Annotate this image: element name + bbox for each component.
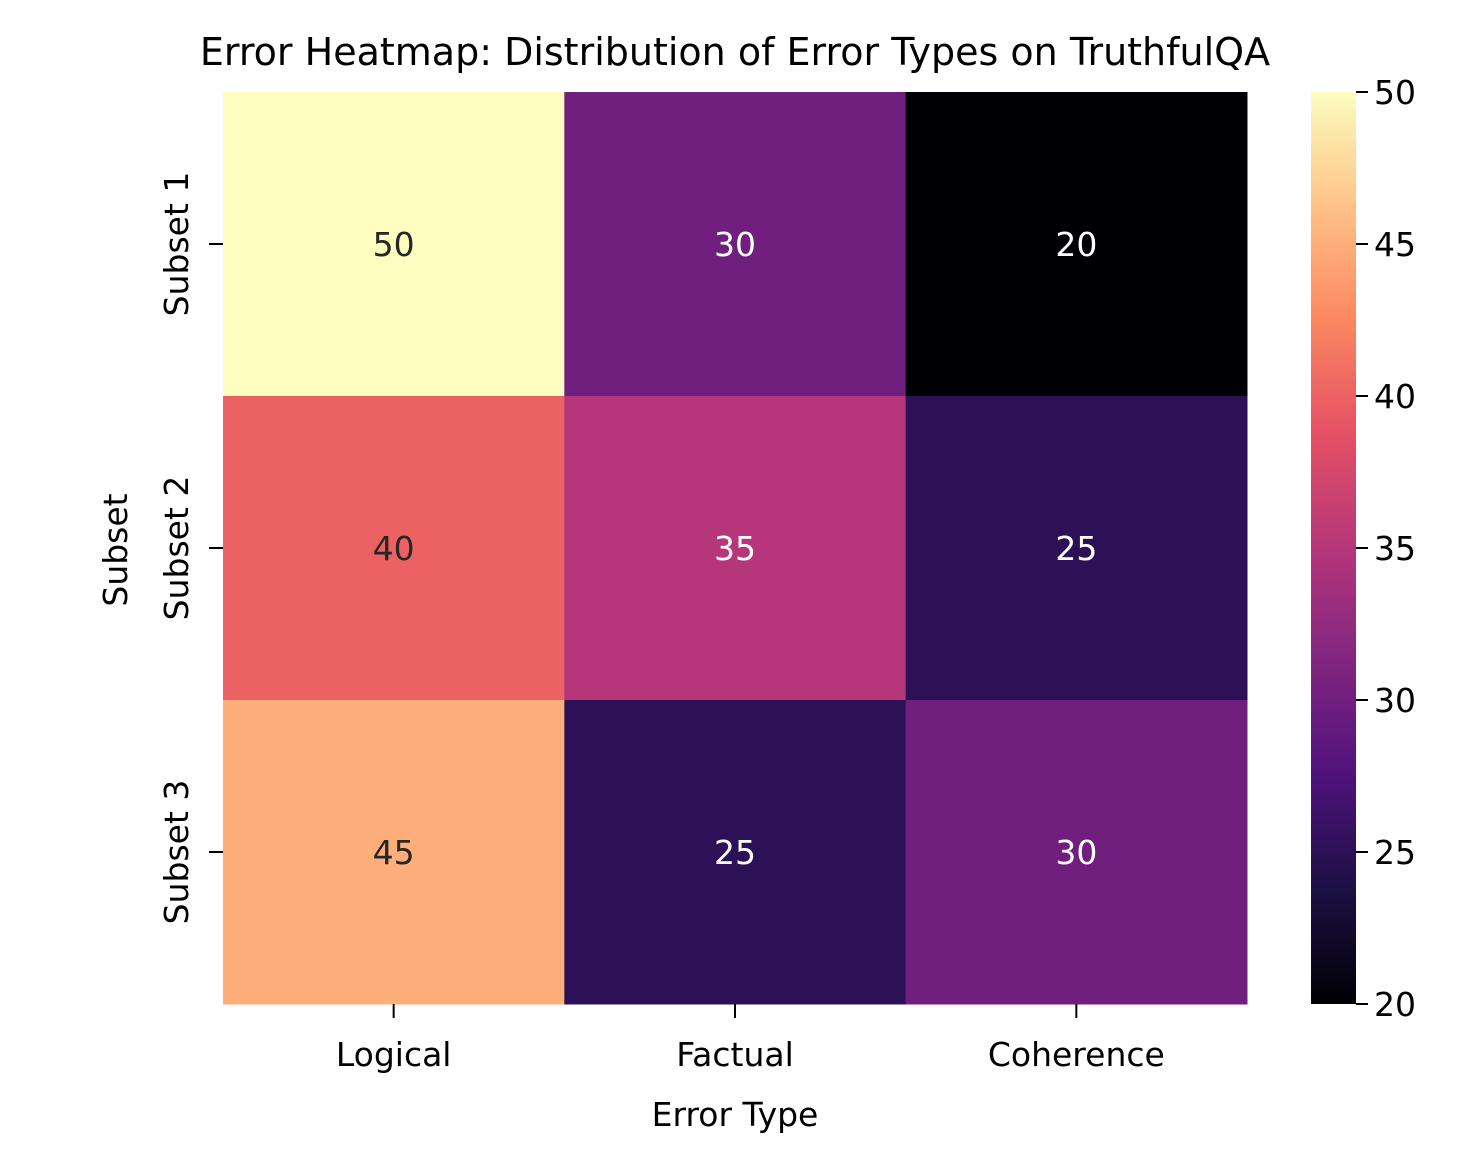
cell-value-label: 30 (714, 225, 756, 264)
heatmap-cell (564, 92, 907, 397)
y-axis-ticks: Subset 1 Subset 2 Subset 3 (157, 172, 223, 925)
heatmap-cell (223, 700, 565, 1005)
colorbar-tick-label: 30 (1374, 681, 1416, 720)
x-axis-label: Error Type (652, 1095, 819, 1134)
cell-value-label: 35 (714, 529, 756, 568)
chart-title: Error Heatmap: Distribution of Error Typ… (200, 30, 1270, 74)
cell-value-label: 25 (714, 833, 756, 872)
heatmap-cell (564, 396, 907, 701)
colorbar-ticks: 20 25 30 35 40 45 50 (1356, 73, 1416, 1024)
cell-value-label: 40 (373, 529, 415, 568)
colorbar-tick-label: 40 (1374, 377, 1416, 416)
cell-value-label: 20 (1055, 225, 1097, 264)
heatmap-cell (223, 396, 565, 701)
x-tick-label: Coherence (988, 1035, 1165, 1074)
colorbar-tick-label: 25 (1374, 833, 1416, 872)
cell-value-label: 25 (1055, 529, 1097, 568)
heatmap-cells (223, 92, 1248, 1005)
cell-value-label: 30 (1055, 833, 1097, 872)
heatmap-cell-labels: 50 30 20 40 35 25 45 25 30 (373, 225, 1098, 872)
heatmap-cell (564, 700, 907, 1005)
colorbar-tick-label: 35 (1374, 529, 1416, 568)
colorbar-tick-label: 50 (1374, 73, 1416, 112)
cell-value-label: 50 (373, 225, 415, 264)
x-tick-label: Factual (676, 1035, 794, 1074)
x-tick-label: Logical (336, 1035, 452, 1074)
heatmap-cell (223, 92, 565, 397)
y-tick-label: Subset 1 (157, 172, 196, 317)
heatmap-cell (905, 92, 1248, 397)
colorbar-tick-label: 45 (1374, 225, 1416, 264)
cell-value-label: 45 (373, 833, 415, 872)
y-tick-label: Subset 3 (157, 780, 196, 925)
heatmap-cell (905, 700, 1248, 1005)
heatmap-cell (905, 396, 1248, 701)
y-tick-label: Subset 2 (157, 476, 196, 621)
colorbar-tick-label: 20 (1374, 985, 1416, 1024)
y-axis-label: Subset (96, 493, 135, 606)
colorbar (1311, 92, 1356, 1004)
x-axis-ticks: Logical Factual Coherence (336, 1004, 1165, 1074)
